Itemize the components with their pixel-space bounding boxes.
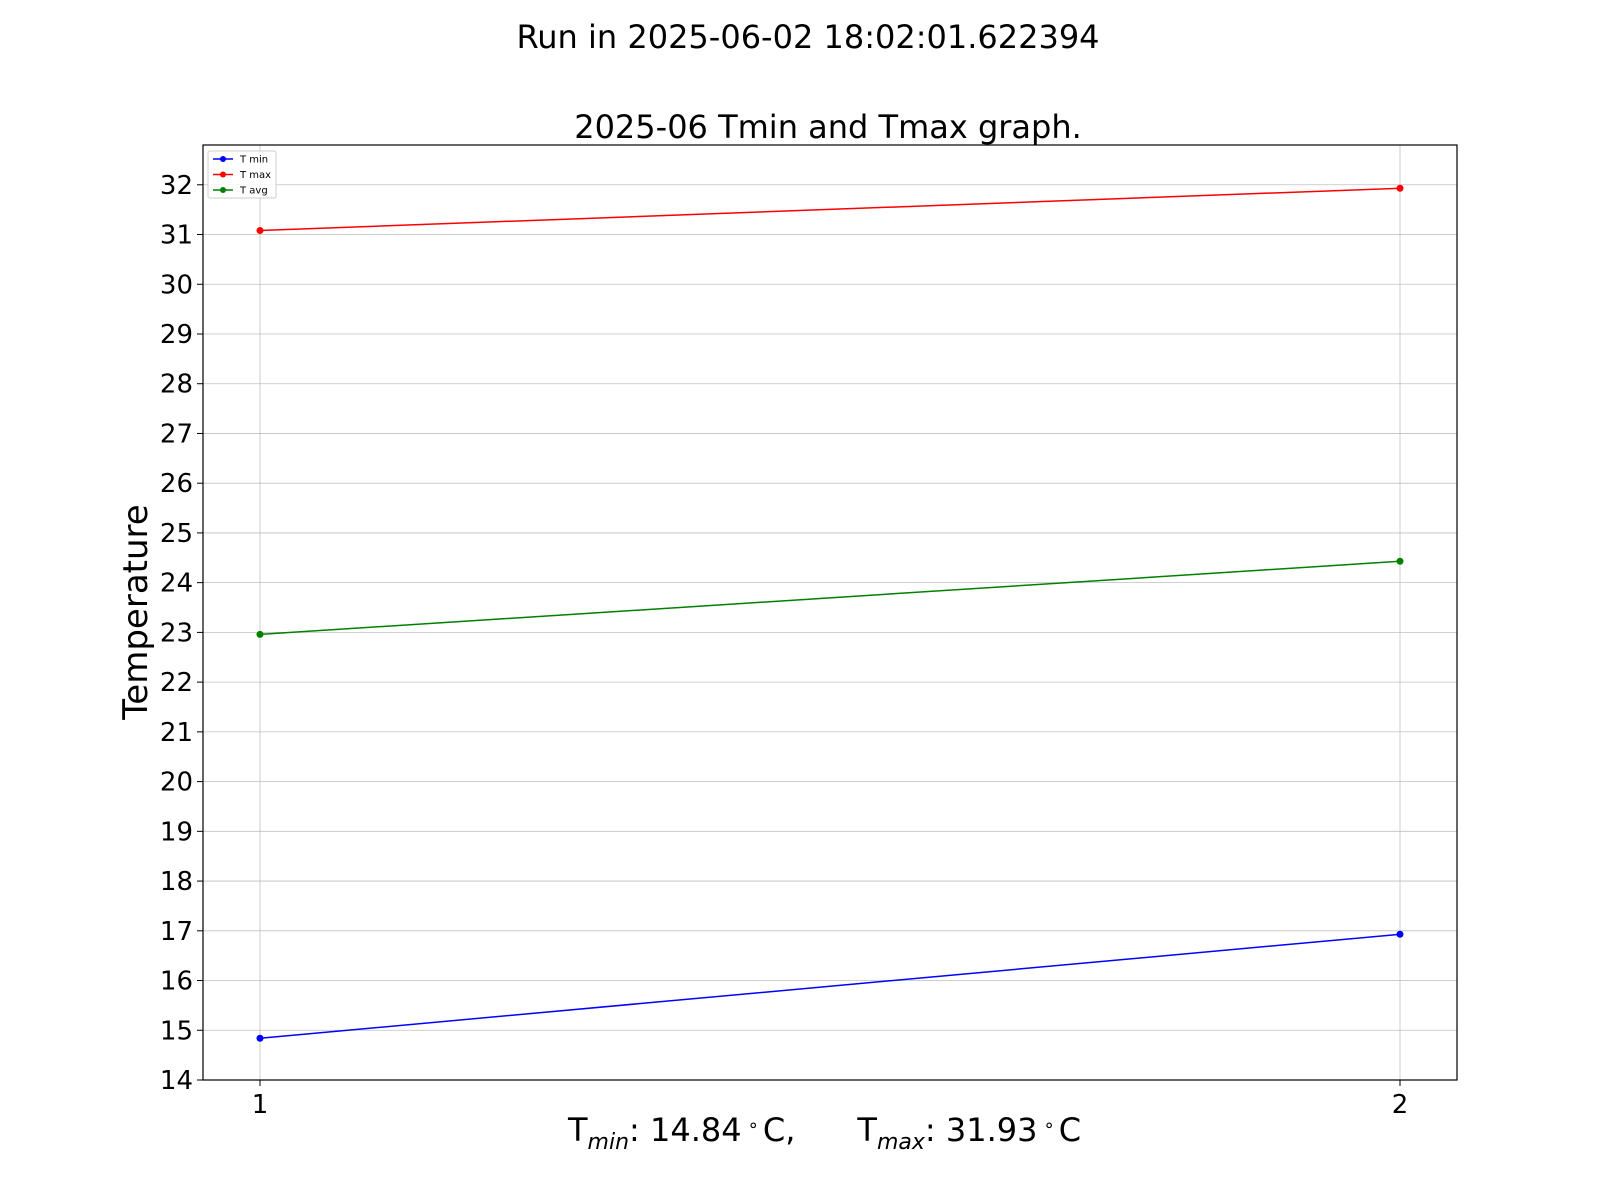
y-tick-label: 32	[160, 171, 193, 201]
y-tick-label: 17	[160, 917, 193, 947]
y-tick-label: 30	[160, 270, 193, 300]
y-tick-label: 31	[160, 221, 193, 251]
y-tick-label: 16	[160, 967, 193, 997]
x-axis-label: Tmin: 14.84 ∘ C, Tmax: 31.93 ∘ C	[567, 1111, 1081, 1155]
run-suptitle: Run in 2025-06-02 18:02:01.622394	[516, 18, 1099, 56]
y-tick-label: 18	[160, 867, 193, 897]
legend-label-t-min: T min	[239, 155, 268, 166]
y-tick-label: 28	[160, 370, 193, 400]
y-axis-label: Temperature	[116, 504, 156, 720]
tmax-unit: C	[1059, 1111, 1081, 1149]
legend-marker-t-min	[220, 156, 226, 162]
data-point-t-avg	[1396, 557, 1404, 565]
tmax-label: T	[856, 1111, 877, 1149]
series-lines	[256, 184, 1404, 1042]
tmin-subscript: min	[588, 1130, 630, 1155]
y-tick-label: 15	[160, 1016, 193, 1046]
tmax-subscript: max	[877, 1130, 926, 1155]
grid-lines	[203, 145, 1457, 1081]
tmax-degree: ∘	[1043, 1115, 1054, 1136]
tmin-unit: C,	[763, 1111, 796, 1149]
data-point-t-max	[256, 227, 264, 235]
tmin-degree: ∘	[748, 1115, 759, 1136]
legend-label-t-max: T max	[239, 170, 271, 181]
y-tick-label: 20	[160, 768, 193, 798]
series-line-t-min	[259, 933, 1401, 1039]
tmin-value: : 14.84	[629, 1111, 742, 1149]
data-point-t-max	[1396, 184, 1404, 192]
x-tick-label: 1	[252, 1090, 269, 1120]
tmin-label: T	[567, 1111, 588, 1149]
y-axis-ticks: 14 15 16 17 18 19 20 21 22 23 24 25 26 27 28 29 30 31 32	[160, 171, 203, 1096]
tmax-value: : 31.93	[925, 1111, 1038, 1149]
chart-title: 2025-06 Tmin and Tmax graph.	[574, 108, 1082, 146]
y-tick-label: 24	[160, 569, 193, 599]
y-tick-label: 29	[160, 320, 193, 350]
x-tick-label: 2	[1392, 1090, 1409, 1120]
y-tick-label: 25	[160, 519, 193, 549]
y-tick-label: 27	[160, 419, 193, 449]
data-point-t-min	[256, 1034, 264, 1042]
y-tick-label: 19	[160, 817, 193, 847]
legend-marker-t-avg	[220, 187, 226, 193]
y-tick-label: 23	[160, 618, 193, 648]
legend-label-t-avg: T avg	[239, 186, 268, 197]
y-tick-label: 21	[160, 718, 193, 748]
legend-box	[207, 150, 277, 199]
legend: T min T max T avg	[207, 150, 277, 199]
legend-marker-t-max	[220, 171, 226, 178]
y-tick-label: 26	[160, 469, 193, 499]
series-line-t-max	[259, 187, 1401, 232]
series-line-t-avg	[259, 560, 1401, 636]
y-tick-label: 22	[160, 668, 193, 698]
data-point-t-min	[1396, 930, 1404, 938]
plot-frame	[202, 144, 1458, 1081]
data-point-t-avg	[256, 630, 264, 638]
y-tick-label: 14	[160, 1066, 193, 1096]
